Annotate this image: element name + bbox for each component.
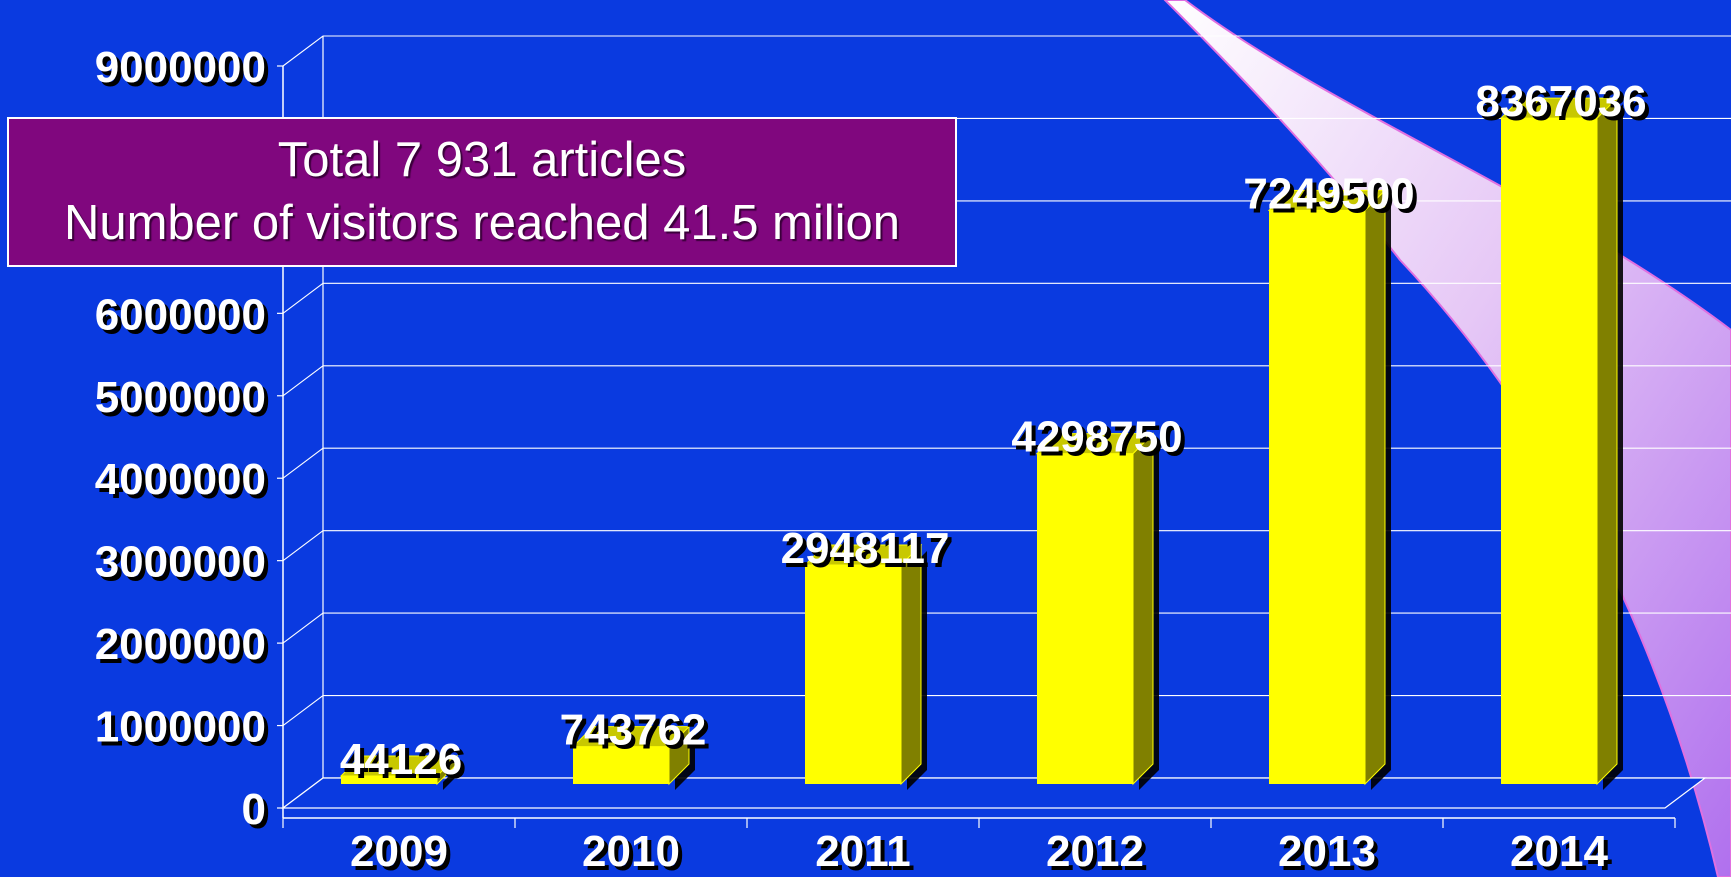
decorative-swoosh (1163, 0, 1731, 877)
y-tick-label-text: 3000000 (95, 538, 266, 587)
y-tick-label-shadow: 6000000 (99, 294, 270, 343)
bar-front (341, 776, 437, 784)
y-tick-label-shadow: 9000000 (99, 47, 270, 96)
value-label-text: 44126 (340, 735, 462, 784)
y-tick-label-shadow: 5000000 (99, 377, 270, 426)
x-tick-label-text: 2012 (1046, 827, 1144, 876)
bar-front (573, 746, 669, 784)
y-tick-label: 00 (242, 785, 270, 838)
bar-front (1501, 118, 1597, 784)
bar-side (1132, 432, 1154, 786)
y-tick-label-text: 9000000 (95, 43, 266, 92)
y-tick-label-shadow: 1000000 (99, 707, 270, 756)
value-label-text: 7249500 (1243, 169, 1414, 218)
bars (339, 96, 1623, 791)
gridline (282, 35, 1731, 67)
x-tick-label-shadow: 2013 (1282, 831, 1380, 877)
x-tick-label-text: 2014 (1510, 827, 1608, 876)
value-label-shadow: 2948117 (785, 528, 954, 577)
y-tick-label-text: 6000000 (95, 290, 266, 339)
bar-2012 (1035, 432, 1159, 790)
bar-2011 (803, 543, 927, 790)
value-label-shadow: 743762 (564, 710, 711, 759)
x-tick-label-shadow: 2012 (1050, 831, 1148, 877)
x-tick-label-shadow: 2010 (586, 831, 684, 877)
bar-2009 (339, 754, 463, 790)
bar-side (1596, 96, 1618, 786)
x-tick-label-text: 2010 (582, 827, 680, 876)
bar-front (805, 564, 901, 784)
value-label-text: 743762 (560, 706, 707, 755)
y-tick-label-text: 1000000 (95, 703, 266, 752)
y-tick-label-shadow: 3000000 (99, 542, 270, 591)
chart-floor (281, 777, 1707, 809)
axes (277, 36, 1731, 828)
y-tick-label-text: 0 (242, 785, 266, 834)
bar-2010 (571, 725, 695, 790)
value-label-text: 2948117 (781, 524, 950, 573)
value-label-text: 8367036 (1475, 77, 1646, 126)
x-tick-label-shadow: 2009 (354, 831, 452, 877)
value-label-text: 4298750 (1011, 413, 1182, 462)
y-tick-label-text: 5000000 (95, 373, 266, 422)
bar-side (900, 543, 922, 786)
y-tick-label-text: 4000000 (95, 455, 266, 504)
y-tick-label-text: 2000000 (95, 620, 266, 669)
summary-box: Total 7 931 articles Number of visitors … (7, 117, 957, 267)
bar-side (1364, 189, 1386, 786)
value-label-shadow: 8367036 (1479, 81, 1650, 130)
bar-2013 (1267, 189, 1391, 791)
value-label-shadow: 4298750 (1015, 417, 1186, 466)
summary-line-articles: Total 7 931 articles (277, 133, 687, 187)
x-tick-label-text: 2009 (350, 827, 448, 876)
x-tick-label-text: 2011 (815, 827, 910, 876)
y-tick-label-shadow: 2000000 (99, 624, 270, 673)
bar-2014 (1499, 96, 1623, 790)
bar-front (1269, 210, 1365, 785)
y-tick-label-shadow: 0 (246, 789, 270, 838)
value-label-shadow: 44126 (344, 739, 466, 788)
x-tick-label-shadow: 2014 (1514, 831, 1612, 877)
value-label-shadow: 7249500 (1247, 173, 1418, 222)
y-tick-label-shadow: 4000000 (99, 459, 270, 508)
summary-line-visitors: Number of visitors reached 41.5 milion (63, 196, 901, 250)
x-tick-label-text: 2013 (1278, 827, 1376, 876)
bar-front (1037, 453, 1133, 784)
x-tick-label-shadow: 2011 (819, 831, 914, 877)
